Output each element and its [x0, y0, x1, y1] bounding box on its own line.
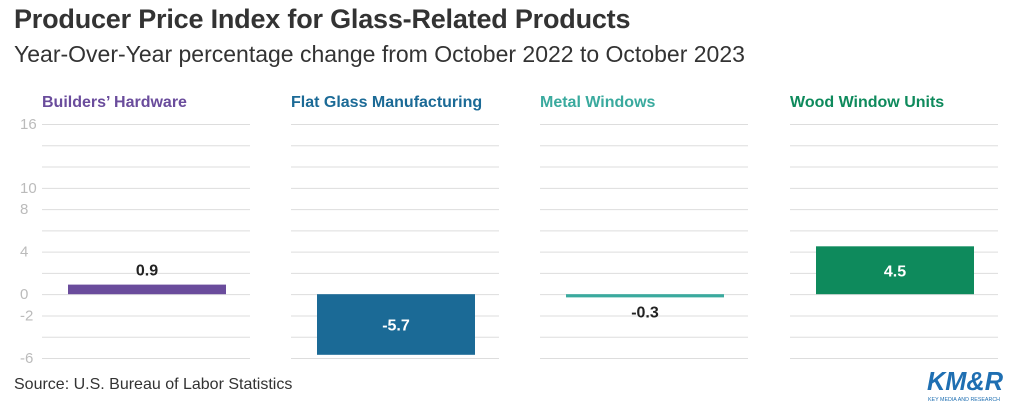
kmr-logo: KM&R KEY MEDIA AND RESEARCH — [927, 366, 1003, 403]
bar-value-label: 0.9 — [136, 263, 158, 280]
panel-title: Metal Windows — [540, 94, 656, 111]
logo-text: KM&R — [927, 366, 1003, 396]
bar — [566, 294, 724, 298]
y-tick-label: 0 — [20, 286, 28, 303]
source-note: Source: U.S. Bureau of Labor Statistics — [14, 376, 293, 393]
bar-value-label: 4.5 — [884, 263, 906, 280]
bar — [317, 294, 475, 355]
y-tick-label: -6 — [20, 350, 33, 365]
bar-value-label: -0.3 — [631, 304, 659, 321]
chart-title: Producer Price Index for Glass-Related P… — [14, 4, 631, 34]
panel-title: Flat Glass Manufacturing — [291, 94, 482, 111]
y-tick-label: -2 — [20, 307, 33, 324]
bar — [68, 284, 226, 295]
chart-subtitle: Year-Over-Year percentage change from Oc… — [14, 41, 745, 67]
panel-title: Builders’ Hardware — [42, 94, 187, 111]
panel-title: Wood Window Units — [790, 94, 944, 111]
y-tick-label: 16 — [20, 116, 37, 133]
bar-chart: -6 -2 0 4 8 10 16 Builders’ Hardware 0.9 Flat Gla… — [20, 94, 998, 365]
y-tick-label: 10 — [20, 180, 37, 197]
bar-value-label: -5.7 — [382, 317, 410, 334]
y-tick-label: 8 — [20, 201, 28, 218]
bar — [816, 246, 974, 295]
y-tick-label: 4 — [20, 244, 28, 261]
logo-tagline: KEY MEDIA AND RESEARCH — [928, 397, 1000, 403]
